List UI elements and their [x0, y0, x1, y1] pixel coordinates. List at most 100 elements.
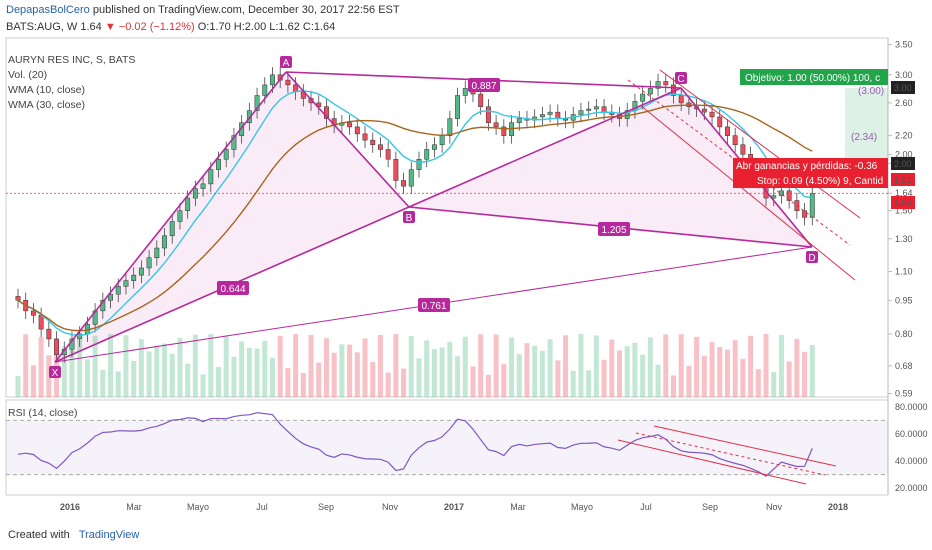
volume-bar	[200, 374, 206, 397]
volume-bar	[254, 348, 260, 397]
volume-bar	[586, 370, 592, 397]
volume-bar	[717, 347, 723, 397]
author-link[interactable]: DepapasBolCero	[6, 4, 90, 16]
candle	[578, 110, 584, 115]
target-box	[740, 69, 888, 85]
volume-bar	[30, 365, 36, 397]
ratio-label: 0.887	[471, 81, 496, 92]
ratio-box	[418, 298, 450, 312]
candle	[462, 88, 468, 96]
volume-bar	[169, 353, 175, 397]
volume-bar	[362, 338, 368, 397]
candle	[663, 81, 669, 86]
volume-bar	[239, 341, 245, 397]
pattern-leg-BC	[408, 87, 682, 208]
volume-bar	[192, 334, 198, 397]
candle	[123, 280, 129, 287]
volume-bar	[323, 338, 329, 397]
volume-bar	[138, 339, 144, 397]
mid-ratio-label: (2.34)	[851, 132, 877, 143]
volume-bar	[370, 362, 376, 397]
volume-bar	[578, 334, 584, 397]
candle	[493, 122, 499, 128]
candle	[401, 180, 407, 187]
candle	[38, 315, 44, 330]
pl-label: Abr ganancias y pérdidas: -0.36	[736, 161, 878, 172]
footer-created: Created with	[8, 529, 70, 541]
volume-bar	[339, 344, 345, 397]
price-tick-label: 1.30	[895, 234, 913, 244]
rsi-channel-line	[617, 439, 807, 485]
volume-bar	[655, 364, 661, 397]
volume-bar	[794, 338, 800, 397]
pattern-point-label: X	[52, 368, 59, 379]
pattern-point-C	[675, 72, 687, 84]
time-tick-label: Mar	[510, 502, 526, 512]
legend-vol: Vol. (20)	[8, 69, 48, 81]
candle	[478, 93, 484, 107]
price-tag	[891, 157, 915, 170]
pattern-point-label: D	[808, 253, 815, 264]
time-tick-label: Sep	[318, 502, 334, 512]
pattern-point-label: B	[406, 213, 413, 224]
volume-bar	[647, 337, 653, 397]
candle	[216, 159, 221, 170]
volume-bar	[38, 337, 44, 397]
legend-wma30: WMA (30, close)	[8, 99, 86, 111]
volume-bar	[177, 337, 183, 397]
rsi-tick-label: 20.0000	[895, 483, 928, 493]
volume-bar	[123, 335, 129, 397]
candle	[354, 126, 360, 135]
volume-bar	[632, 342, 638, 397]
price-tag	[891, 81, 915, 94]
volume-bar	[347, 344, 353, 397]
candle	[539, 114, 545, 118]
wma30-line	[17, 104, 813, 332]
candle	[501, 126, 507, 136]
volume-bar	[23, 334, 29, 397]
volume-bar	[308, 334, 314, 397]
time-tick-label: Nov	[766, 502, 783, 512]
candle	[362, 133, 368, 141]
volume-bar	[755, 369, 761, 397]
candle	[717, 116, 723, 128]
volume-bar	[624, 346, 630, 397]
candle	[177, 210, 183, 222]
candle	[601, 106, 607, 113]
volume-bar	[478, 334, 484, 397]
rsi-tick-label: 80.0000	[895, 402, 928, 412]
candle	[786, 190, 792, 201]
volume-bar	[740, 358, 746, 397]
pattern-point-D	[806, 251, 818, 263]
candle	[254, 95, 260, 111]
price-tag-label: 2.00	[894, 159, 912, 169]
volume-bar	[231, 356, 237, 397]
candle	[30, 310, 36, 316]
volume-bar	[208, 334, 214, 397]
candle	[802, 210, 808, 218]
candle	[740, 144, 746, 155]
volume-bar	[108, 334, 114, 397]
volume-bar	[748, 335, 754, 397]
price-tick-label: 0.68	[895, 361, 913, 371]
volume-bar	[424, 340, 430, 397]
volume-bar	[354, 352, 360, 397]
volume-bar	[61, 346, 67, 397]
pattern-leg-XA	[54, 71, 287, 363]
tradingview-logo[interactable]: TradingView	[78, 529, 140, 541]
legend-rsi: RSI (14, close)	[8, 407, 78, 419]
price-tick-label: 0.95	[895, 295, 913, 305]
pattern-leg-AB	[285, 71, 410, 208]
ratio-label: 0.644	[220, 284, 245, 295]
candle	[701, 108, 707, 113]
candle	[15, 296, 21, 301]
volume-bar	[539, 350, 545, 397]
volume-bar	[509, 337, 515, 397]
target-label: Objetivo: 1.00 (50.00%) 100, c	[745, 73, 880, 84]
candle	[262, 84, 268, 96]
price-tick-label: 1.50	[895, 206, 913, 216]
candle	[647, 88, 653, 95]
volume-bar	[431, 349, 437, 397]
price-tick-label: 1.10	[895, 267, 913, 277]
